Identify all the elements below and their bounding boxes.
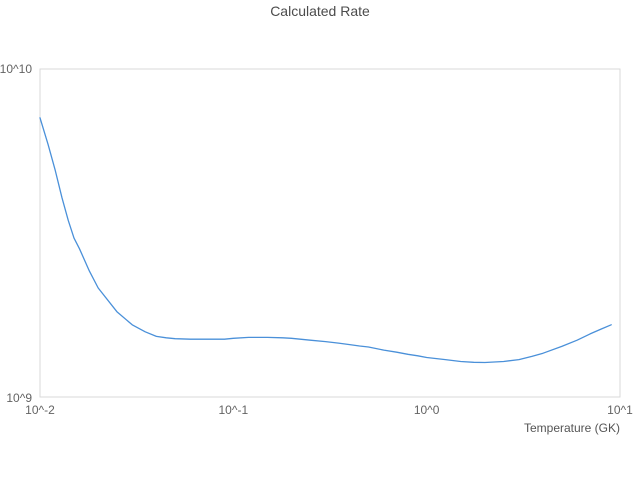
y-tick-label-1e9: 10^9 xyxy=(6,391,32,405)
x-tick-label-1e0: 10^0 xyxy=(413,403,440,417)
x-tick-label-1e-1: 10^-1 xyxy=(218,403,249,417)
rate-line xyxy=(39,117,612,364)
plot-border xyxy=(39,68,621,398)
x-tick-label-1e1: 10^1 xyxy=(607,403,633,417)
x-axis-title: Temperature (GK) xyxy=(523,421,620,435)
y-tick-label-1e10: 10^10 xyxy=(0,62,32,76)
x-tick-label-1e-2: 10^-2 xyxy=(25,403,55,417)
chart-title: Calculated Rate xyxy=(270,3,370,19)
